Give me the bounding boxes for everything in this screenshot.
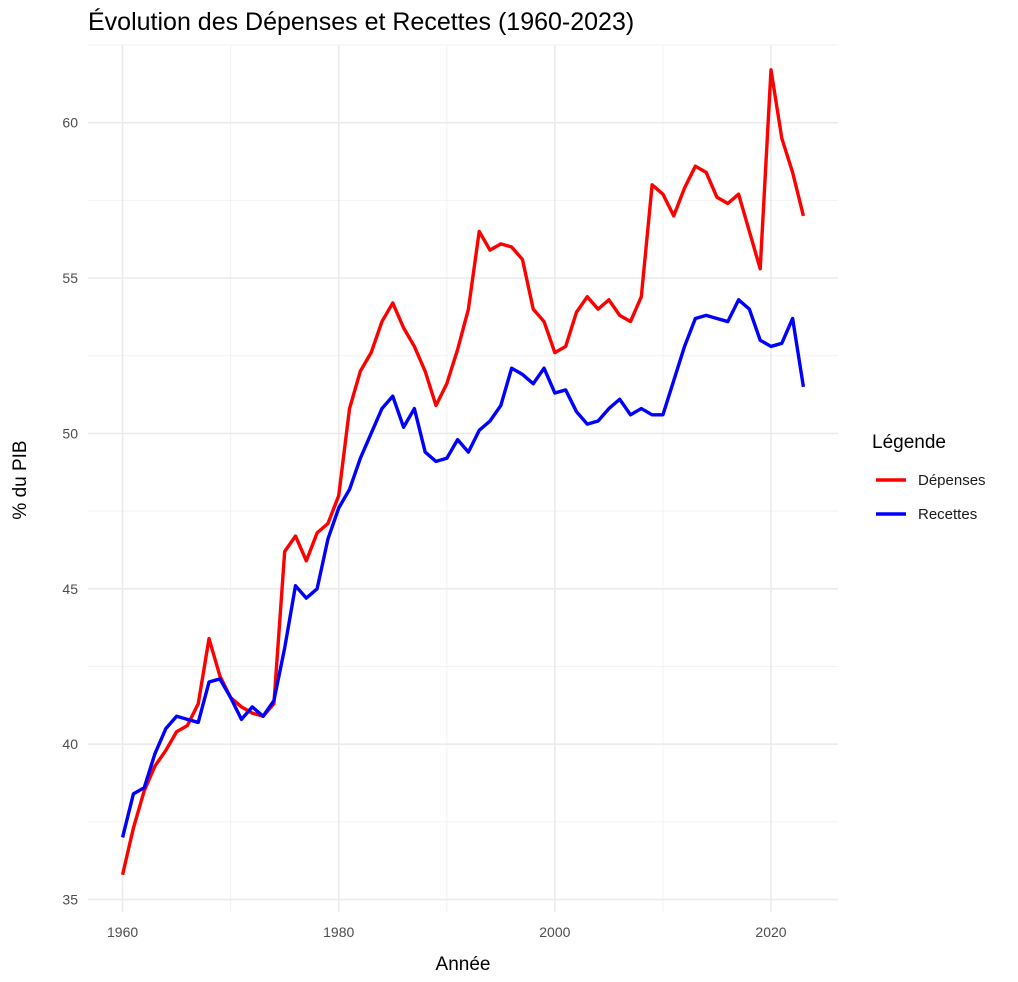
x-tick-label: 2000 [539, 924, 570, 940]
legend: Légende Dépenses Recettes [872, 432, 986, 523]
y-tick-label: 35 [62, 892, 78, 908]
y-axis-title: % du PIB [10, 440, 31, 519]
chart-title: Évolution des Dépenses et Recettes (1960… [88, 7, 634, 36]
y-tick-label: 45 [62, 581, 78, 597]
grid-minor [88, 44, 838, 912]
x-tick-label: 2020 [755, 924, 786, 940]
legend-label: Dépenses [918, 472, 986, 489]
x-axis-ticks: 1960 1980 2000 2020 [107, 924, 787, 940]
series-line-recettes [120, 298, 806, 838]
y-tick-label: 55 [62, 270, 78, 286]
series-line-depenses [120, 68, 806, 876]
y-tick-label: 50 [62, 425, 78, 441]
series-lines [120, 68, 806, 876]
grid-major [88, 45, 838, 912]
x-tick-label: 1960 [107, 924, 138, 940]
y-tick-label: 60 [62, 115, 78, 131]
x-tick-label: 1980 [323, 924, 354, 940]
y-tick-label: 40 [62, 736, 78, 752]
y-axis-ticks: 35 40 45 50 55 60 [62, 115, 78, 908]
legend-title: Légende [872, 432, 946, 453]
legend-label: Recettes [918, 506, 977, 523]
x-axis-title: Année [436, 954, 491, 975]
